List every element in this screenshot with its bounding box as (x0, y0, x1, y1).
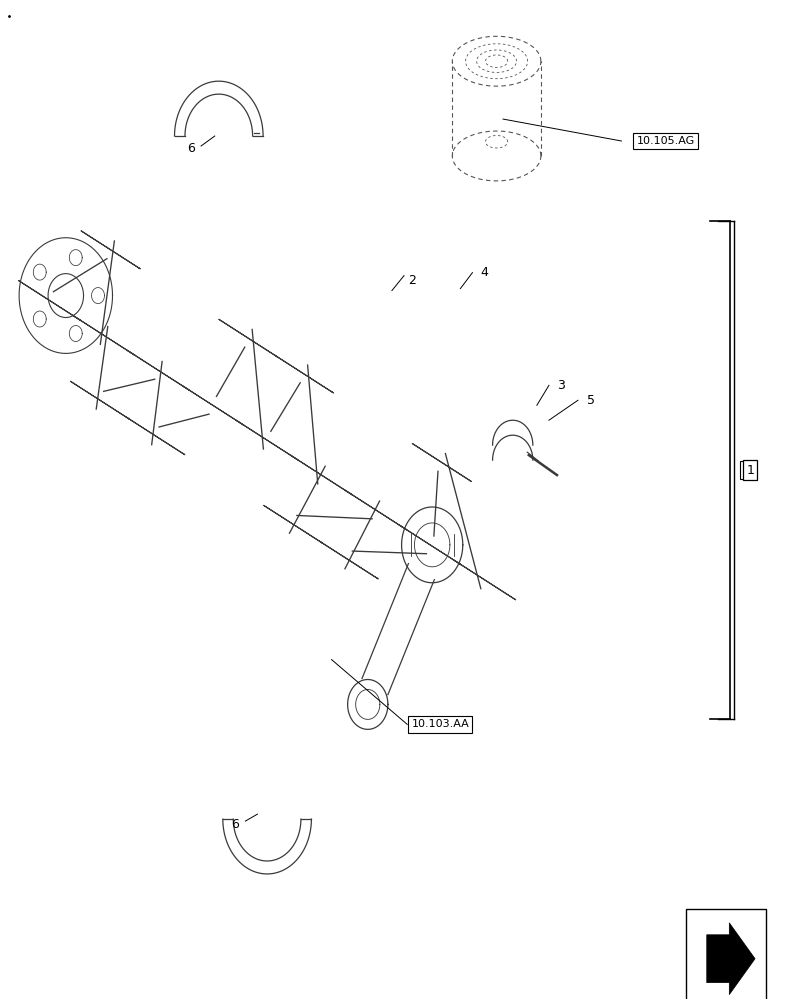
Text: 1: 1 (743, 464, 750, 477)
Bar (686, 909, 766, 1000)
Text: 4: 4 (481, 266, 489, 279)
Text: 5: 5 (587, 394, 595, 407)
Text: 10.105.AG: 10.105.AG (637, 136, 695, 146)
Text: 6: 6 (231, 818, 239, 831)
Polygon shape (707, 923, 755, 995)
Text: 6: 6 (187, 142, 195, 155)
Text: 3: 3 (557, 379, 565, 392)
Text: 10.103.AA: 10.103.AA (411, 719, 469, 729)
Text: 2: 2 (408, 274, 416, 287)
Text: 1: 1 (747, 464, 754, 477)
